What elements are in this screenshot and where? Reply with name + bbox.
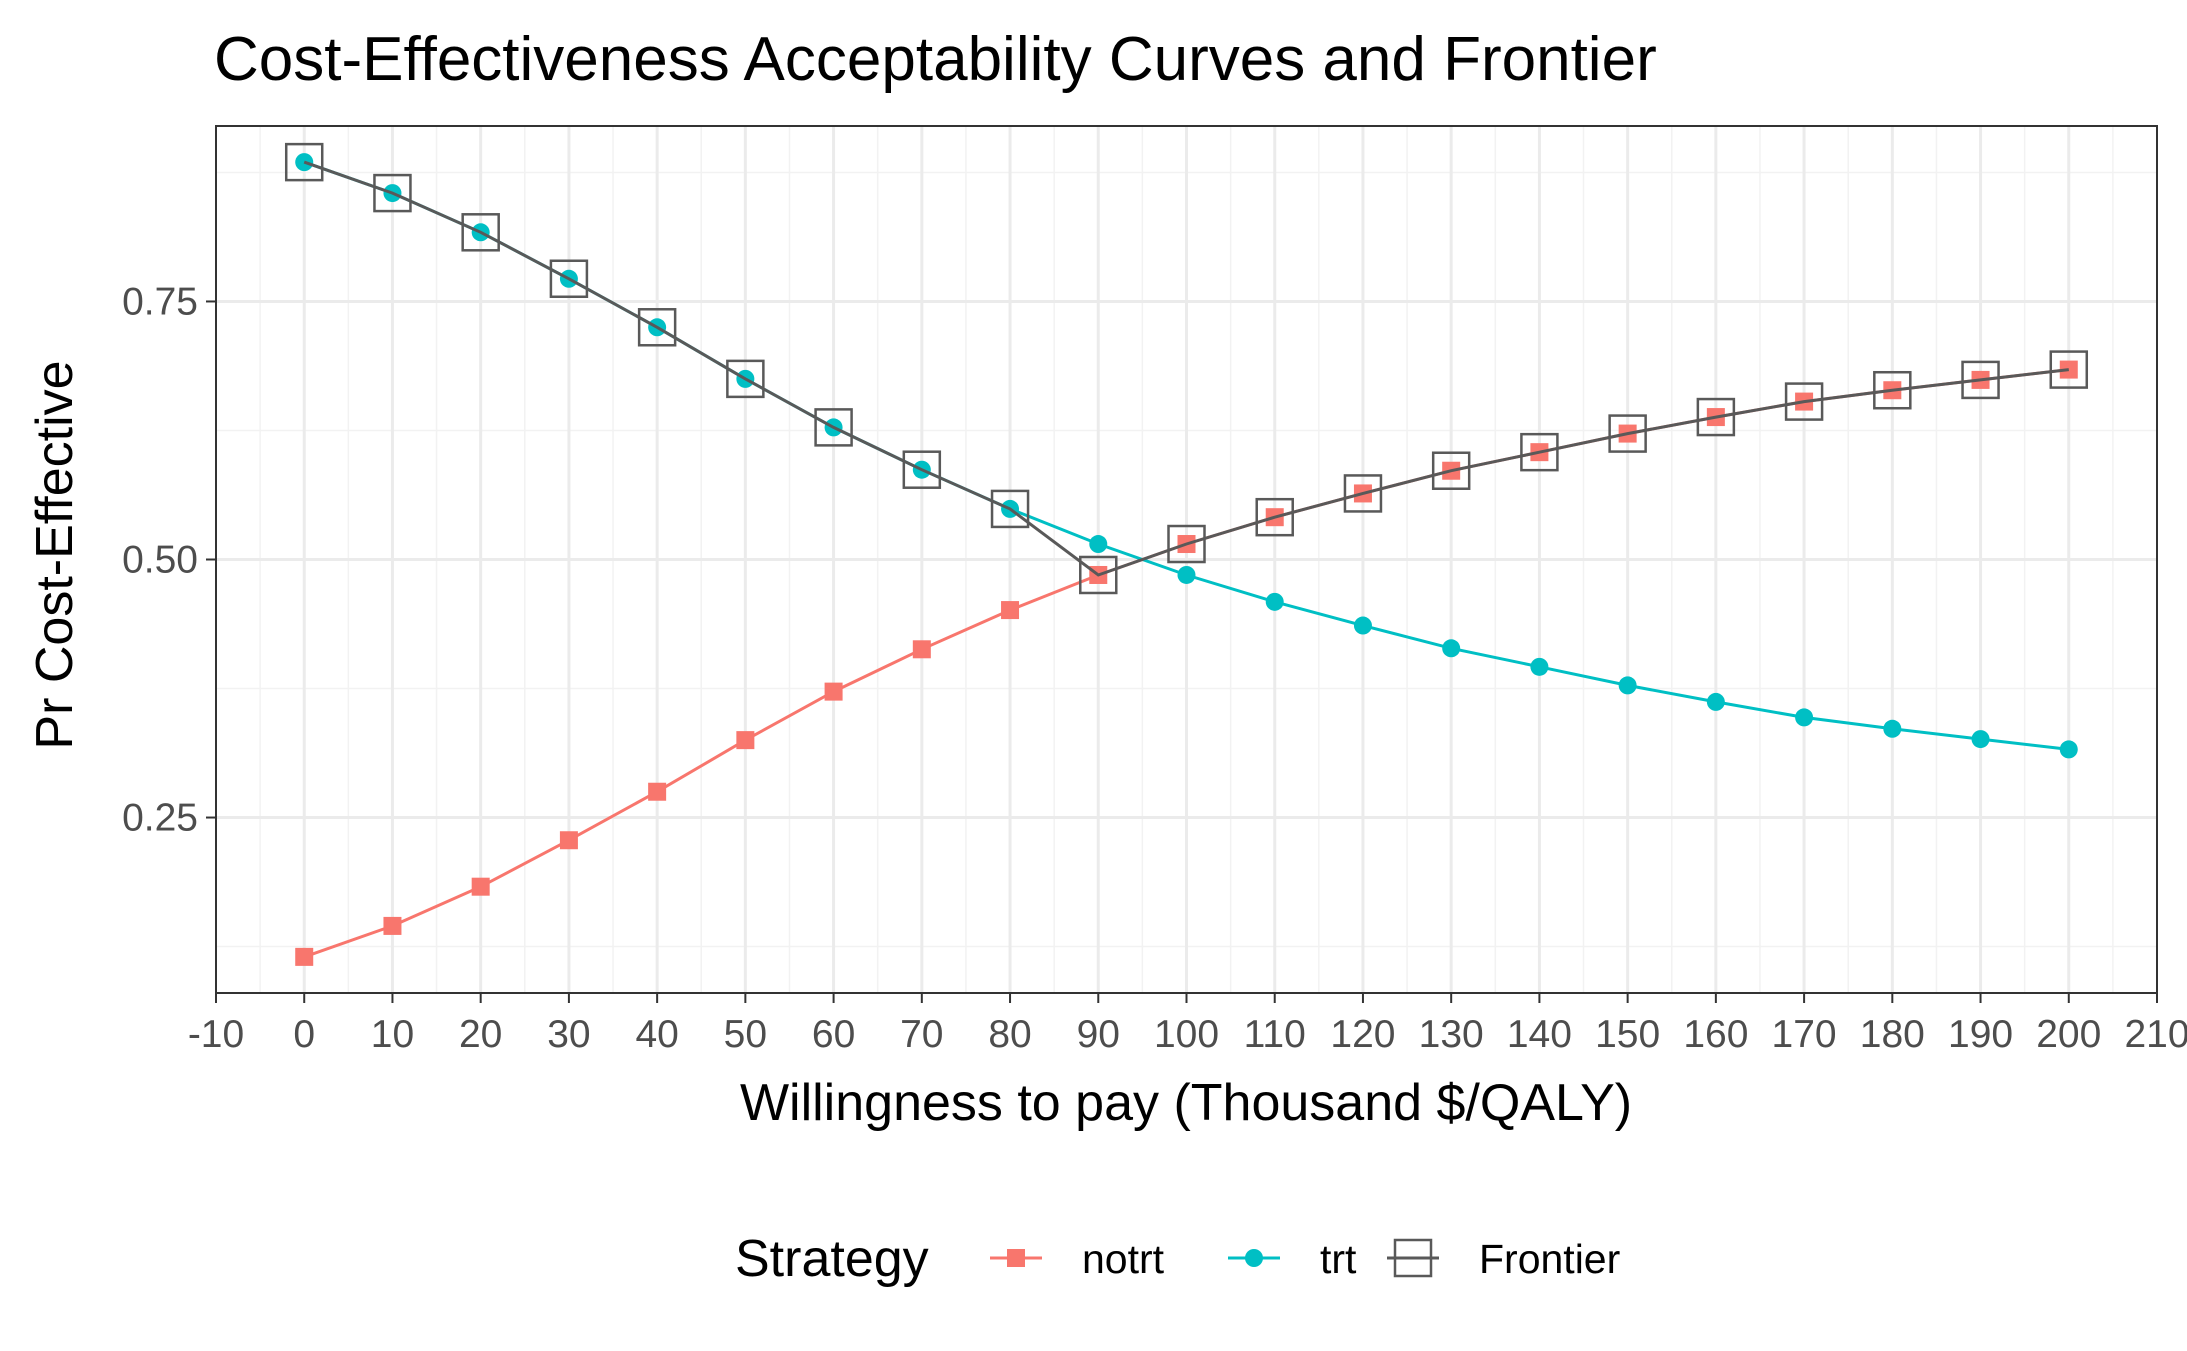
x-tick-label: 140	[1507, 1013, 1572, 1056]
point-trt	[1883, 719, 1902, 738]
point-frontier	[1961, 360, 2000, 400]
plot-panel	[215, 125, 2158, 994]
point-notrt	[736, 731, 755, 750]
x-axis-title: Willingness to pay (Thousand $/QALY)	[740, 1074, 1632, 1132]
x-tick-label: 50	[724, 1013, 767, 1056]
x-tick-label: 200	[2036, 1013, 2101, 1056]
point-notrt	[383, 916, 402, 935]
point-trt	[1618, 676, 1637, 695]
point-trt	[1971, 730, 1990, 749]
point-trt	[1795, 708, 1814, 727]
legend-item-notrt: notrt	[990, 1236, 1165, 1282]
x-tick-label: 80	[988, 1013, 1031, 1056]
point-frontier	[2049, 350, 2089, 389]
x-tick-label: 110	[1244, 1013, 1306, 1056]
point-frontier	[1255, 497, 1294, 537]
x-tick-label: 0	[293, 1013, 315, 1056]
point-notrt	[559, 831, 578, 850]
point-notrt	[648, 782, 667, 801]
point-notrt	[295, 947, 314, 966]
x-tick-label: 210	[2124, 1013, 2187, 1056]
x-tick-label: 10	[371, 1013, 414, 1056]
point-notrt	[471, 877, 490, 896]
point-trt	[1530, 657, 1549, 676]
x-tick-label: 120	[1330, 1013, 1395, 1056]
point-frontier	[637, 308, 677, 347]
x-tick-label: 100	[1154, 1013, 1219, 1056]
x-tick-label: 40	[635, 1013, 678, 1056]
y-axis: 0.25 0.50 0.75	[122, 280, 216, 840]
point-frontier	[1431, 451, 1471, 490]
point-frontier	[1784, 382, 1824, 421]
point-frontier	[1873, 370, 1912, 410]
x-tick-label: -10	[188, 1013, 244, 1056]
legend-item-frontier: Frontier	[1387, 1236, 1620, 1282]
x-tick-label: 130	[1419, 1013, 1484, 1056]
legend-label: trt	[1320, 1236, 1357, 1282]
legend-key-marker	[1007, 1249, 1025, 1267]
point-trt	[1353, 616, 1372, 635]
point-frontier	[549, 259, 589, 299]
legend-label: notrt	[1082, 1236, 1165, 1282]
point-frontier	[1608, 414, 1647, 453]
x-tick-label: 180	[1860, 1013, 1925, 1056]
point-trt	[1265, 592, 1284, 611]
grid-major	[216, 126, 2157, 993]
chart-title: Cost-Effectiveness Acceptability Curves …	[214, 25, 1657, 94]
point-trt	[1177, 565, 1196, 584]
x-axis: -10 0 10 20 30 40 50 60 70 80 90 100 110 120 130 140 150…	[188, 993, 2187, 1056]
point-frontier	[1079, 555, 1118, 595]
y-axis-title: Pr Cost-Effective	[26, 360, 84, 749]
point-frontier	[990, 489, 1030, 529]
point-frontier	[373, 173, 412, 213]
point-trt	[2059, 740, 2078, 759]
legend-label: Frontier	[1479, 1236, 1620, 1282]
point-frontier	[284, 142, 324, 182]
point-trt	[1089, 535, 1108, 554]
legend-title: Strategy	[735, 1230, 929, 1288]
legend-key-marker	[1393, 1238, 1433, 1278]
legend-items: notrt trt Frontier	[990, 1236, 1620, 1282]
point-frontier	[1696, 397, 1736, 437]
legend-item-trt: trt	[1228, 1236, 1357, 1282]
point-frontier	[902, 450, 942, 489]
x-tick-label: 160	[1683, 1013, 1748, 1056]
point-frontier	[1167, 524, 1206, 564]
legend: Strategy notrt trt Frontier	[735, 1230, 1620, 1288]
x-tick-label: 90	[1077, 1013, 1120, 1056]
point-notrt	[1001, 601, 1020, 620]
point-frontier	[814, 408, 853, 447]
legend-key-marker	[1245, 1249, 1263, 1267]
x-tick-label: 150	[1595, 1013, 1660, 1056]
x-tick-label: 70	[900, 1013, 943, 1056]
point-frontier	[1343, 474, 1383, 513]
point-trt	[1442, 639, 1461, 658]
y-tick-label: 0.75	[122, 280, 198, 323]
x-tick-label: 30	[547, 1013, 590, 1056]
y-tick-label: 0.25	[122, 797, 198, 840]
x-tick-label: 170	[1772, 1013, 1837, 1056]
x-tick-label: 20	[459, 1013, 502, 1056]
x-tick-label: 190	[1948, 1013, 2013, 1056]
x-tick-label: 60	[812, 1013, 855, 1056]
point-trt	[1706, 692, 1725, 711]
series-line-frontier	[303, 160, 2069, 577]
point-frontier	[1520, 432, 1559, 472]
point-notrt	[912, 640, 931, 659]
point-frontier	[726, 359, 765, 399]
point-frontier	[461, 213, 500, 252]
point-notrt	[824, 682, 843, 701]
y-tick-label: 0.50	[122, 539, 198, 582]
series-layer	[284, 142, 2089, 966]
